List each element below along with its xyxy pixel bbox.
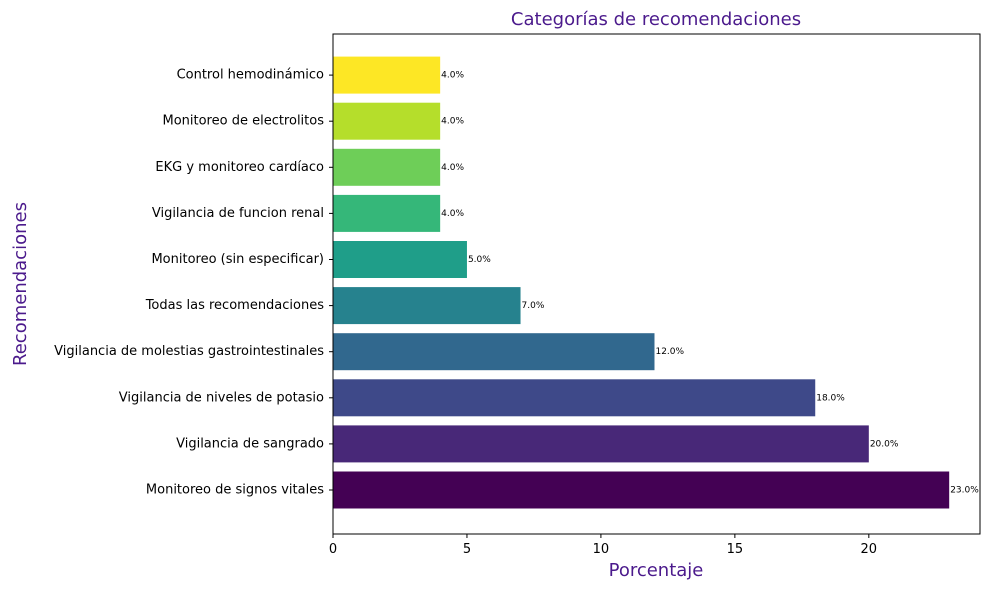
bar	[333, 148, 441, 186]
bar	[333, 379, 816, 417]
data-label: 7.0%	[522, 301, 545, 311]
bar	[333, 194, 441, 232]
y-axis-label: Recomendaciones	[10, 202, 31, 366]
x-tick-label: 0	[329, 542, 337, 557]
y-tick-label: Vigilancia de molestias gastrointestinal…	[54, 344, 324, 359]
y-tick-label: Vigilancia de niveles de potasio	[119, 390, 324, 405]
bar	[333, 102, 441, 140]
y-tick-label: Monitoreo (sin especificar)	[151, 252, 324, 267]
y-tick-label: Control hemodinámico	[177, 68, 324, 83]
y-tick-label: Monitoreo de signos vitales	[146, 483, 324, 498]
data-label: 4.0%	[441, 209, 464, 219]
x-tick-label: 15	[727, 542, 744, 557]
y-tick-label: EKG y monitoreo cardíaco	[155, 160, 324, 175]
x-ticks: 0 5 10 15 20	[329, 534, 877, 557]
x-tick-label: 10	[593, 542, 610, 557]
bar	[333, 241, 467, 278]
bar	[333, 287, 521, 325]
y-tick-label: Todas las recomendaciones	[145, 298, 325, 313]
data-label: 4.0%	[441, 163, 464, 173]
data-labels: 23.0% 20.0% 18.0% 12.0% 7.0% 5.0% 4.0% 4.0% 4.0%…	[441, 71, 979, 496]
bar	[333, 56, 441, 94]
plot-frame	[332, 33, 981, 535]
data-label: 23.0%	[950, 486, 979, 496]
y-tick-label: Vigilancia de sangrado	[176, 436, 324, 451]
y-tick-label: Monitoreo de electrolitos	[162, 114, 324, 129]
x-tick-label: 5	[463, 542, 471, 557]
y-tick-label: Vigilancia de funcion renal	[152, 206, 324, 221]
bar	[333, 471, 950, 509]
bar	[333, 333, 655, 371]
data-label: 18.0%	[816, 393, 845, 403]
data-label: 5.0%	[468, 255, 491, 265]
bars-group	[333, 56, 950, 509]
y-tick-labels: Monitoreo de signos vitales Vigilancia de…	[54, 68, 333, 498]
bar	[333, 425, 869, 463]
data-label: 4.0%	[441, 71, 464, 81]
x-tick-label: 20	[861, 542, 878, 557]
data-label: 4.0%	[441, 117, 464, 127]
data-label: 20.0%	[870, 439, 899, 449]
data-label: 12.0%	[655, 347, 684, 357]
chart-title: Categorías de recomendaciones	[511, 9, 801, 30]
x-axis-label: Porcentaje	[609, 560, 704, 581]
